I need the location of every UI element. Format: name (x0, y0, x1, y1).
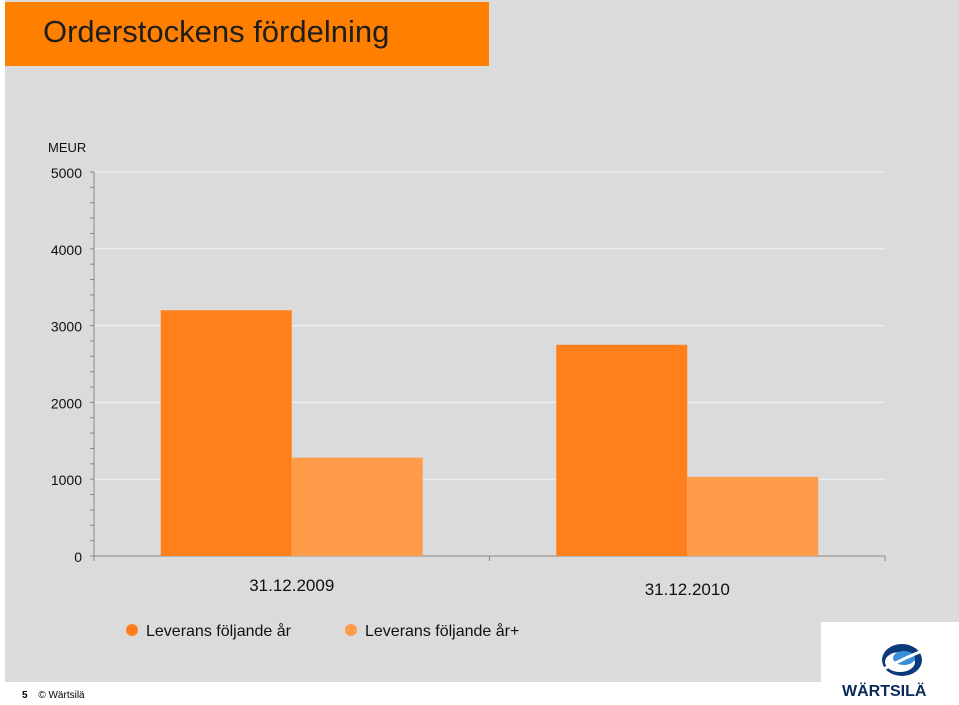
bar-1 (556, 344, 688, 556)
bar-2 (687, 476, 819, 556)
x-category-label: 31.12.2009 (249, 576, 334, 595)
y-tick-label: 3000 (51, 319, 82, 335)
wartsila-logo: WÄRTSILÄ (842, 644, 927, 700)
footer: 5 © Wärtsilä (22, 690, 85, 701)
x-category-label: 31.12.2010 (645, 580, 730, 599)
labels: 0 1000 2000 3000 4000 5000 MEUR 31.12.2009 31.12… (48, 140, 730, 599)
legend: Leverans följande år Leverans följande år… (126, 622, 519, 640)
y-tick-label: 5000 (51, 165, 82, 181)
y-axis-label: MEUR (48, 140, 86, 155)
y-tick-label: 2000 (51, 395, 82, 411)
y-tick-label: 4000 (51, 242, 82, 258)
y-tick-label: 1000 (51, 472, 82, 488)
legend-label: Leverans följande år (146, 622, 292, 640)
legend-label: Leverans följande år+ (365, 622, 519, 640)
y-tick-label: 0 (74, 549, 82, 565)
copyright-text: © Wärtsilä (38, 690, 85, 701)
legend-marker (345, 624, 357, 636)
bars (160, 310, 819, 556)
legend-marker (126, 624, 138, 636)
bar-1 (160, 310, 292, 556)
slide-title: Orderstockens fördelning (43, 14, 390, 49)
logo-wordmark: WÄRTSILÄ (842, 682, 927, 700)
page-number: 5 (22, 690, 28, 701)
title-banner (5, 2, 489, 66)
bar-2 (291, 457, 423, 556)
